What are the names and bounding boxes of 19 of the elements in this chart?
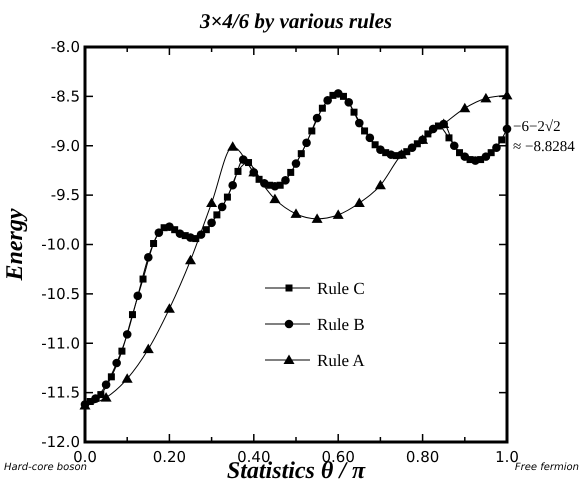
y-tick-label: -8.5: [50, 87, 80, 106]
chart-title: 3×4/6 by various rules: [198, 9, 392, 33]
y-tick-label: -12.0: [41, 433, 80, 451]
y-tick-label: -8.0: [50, 38, 80, 56]
x-tick-label: 0.80: [406, 448, 440, 466]
legend-label: Rule A: [317, 351, 366, 370]
y-tick-label: -9.0: [50, 136, 80, 155]
y-tick-label: -9.5: [50, 186, 80, 204]
text: Free fermion: [514, 462, 579, 473]
y-tick-label: -10.0: [41, 236, 80, 254]
y-tick-label: -10.5: [41, 284, 80, 303]
y-axis-title: Energy: [2, 208, 28, 282]
annotation: −6−2√2 ≈ −8.8284: [513, 118, 576, 155]
legend-label: Rule C: [317, 279, 365, 298]
y-tick-label: -11.5: [41, 384, 80, 402]
legend-label: Rule B: [317, 315, 365, 334]
y-tick-label: -11.0: [41, 334, 80, 352]
x-tick-label: 0.20: [152, 448, 186, 466]
text: Hard-core boson: [4, 462, 87, 473]
